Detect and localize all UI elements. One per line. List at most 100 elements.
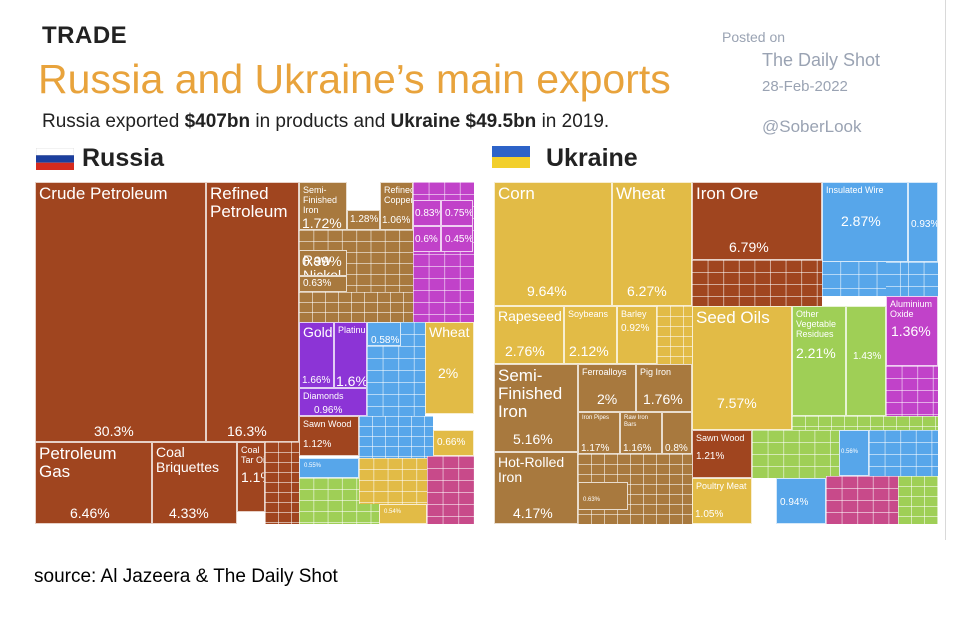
tile-value: 7.57% — [717, 395, 757, 411]
tile-value: 0.55% — [304, 463, 322, 469]
tile-value: 1.76% — [643, 391, 683, 407]
page-title: Russia and Ukraine’s main exports — [38, 56, 671, 102]
tile-value: 2.12% — [569, 343, 609, 359]
treemap-tile: Soybeans 2.12% — [564, 306, 617, 364]
kicker: TRADE — [42, 22, 128, 49]
tile-value: 0.63% — [303, 278, 332, 289]
tile-value: 0.92% — [621, 323, 650, 334]
minor-tiles-block — [299, 292, 425, 322]
tile-label: Coal Briquettes — [156, 444, 220, 475]
figure-frame — [945, 0, 946, 540]
tile-label: Gold — [303, 324, 333, 340]
subtitle: Russia exported $407bn in products and U… — [42, 111, 609, 133]
tile-label: Diamonds — [303, 391, 344, 401]
treemap-tile: 0.56% — [839, 430, 869, 476]
subtitle-part: in 2019. — [536, 111, 610, 132]
treemap-tile: Wheat 6.27% — [612, 182, 692, 306]
publisher: The Daily Shot — [762, 50, 881, 70]
treemap-tile: 1.43% — [846, 306, 886, 416]
tile-label: Rapeseed — [498, 308, 562, 324]
tile-value: 2% — [438, 365, 459, 381]
tile-value: 1.05% — [695, 509, 724, 520]
treemap-tile: 0.83% — [413, 200, 441, 226]
tile-value: 0.93% — [911, 219, 938, 230]
tile-value: 1.72% — [302, 215, 342, 230]
treemap-tile: Poultry Meat 1.05% — [692, 478, 752, 524]
treemap-tile: 0.63% — [299, 276, 347, 292]
subtitle-part: $407bn — [184, 111, 251, 132]
tile-label: Iron Ore — [696, 184, 759, 203]
treemap-tile: Crude Petroleum 30.3% — [35, 182, 206, 442]
tile-label: Corn — [498, 184, 535, 203]
treemap-tile: 0.45% — [441, 226, 473, 252]
tile-value: 2.87% — [841, 213, 881, 229]
tile-value: 16.3% — [227, 423, 267, 439]
treemap-tile: Sawn Wood 1.12% — [299, 416, 359, 456]
tile-value: 9.64% — [527, 283, 567, 299]
russia-treemap: Crude Petroleum 30.3% Refined Petroleum 16.… — [35, 182, 474, 524]
treemap-tile: Raw Nickel 0.99% — [299, 250, 347, 276]
tile-label: Refined Copper — [384, 185, 413, 205]
tile-value: 2% — [597, 391, 618, 407]
tile-value: 0.99% — [302, 253, 342, 269]
treemap-tile: 0.54% — [379, 504, 427, 524]
ukraine-treemap: Corn 9.64% Wheat 6.27% Iron Ore 6.79% Insulate… — [494, 182, 938, 524]
tile-value: 30.3% — [94, 423, 134, 439]
treemap-tile: Raw Iron Bars 1.16% — [620, 412, 662, 454]
tile-label: Petroleum Gas — [39, 444, 117, 481]
treemap-tile: Iron Ore 6.79% — [692, 182, 822, 260]
tile-label: Refined Petroleum — [210, 184, 288, 221]
treemap-tile: Barley 0.92% — [617, 306, 657, 364]
tile-label: Raw Nickel — [303, 252, 342, 276]
tile-label: Wheat — [429, 324, 470, 340]
treemap-tile: Iron Pipes 1.17% — [578, 412, 620, 454]
tile-value: 1.17% — [581, 443, 610, 454]
minor-tiles-block — [265, 442, 299, 524]
treemap-tile: Petroleum Gas 6.46% — [35, 442, 152, 524]
treemap-tile: Aluminium Oxide 1.36% — [886, 296, 938, 366]
treemap-tile: Semi-Finished Iron 5.16% — [494, 364, 578, 452]
tile-value: 0.94% — [780, 497, 809, 508]
minor-tiles-block — [359, 458, 427, 504]
treemap-tile: Wheat 2% — [425, 322, 474, 414]
subtitle-part: Ukraine — [390, 111, 461, 132]
post-date: 28-Feb-2022 — [762, 78, 848, 95]
tile-label: Ferroalloys — [582, 367, 627, 377]
tile-value: 4.17% — [513, 505, 553, 521]
tile-value: 1.43% — [853, 351, 882, 362]
subtitle-part: $49.5bn — [465, 111, 537, 132]
treemap-tile: Semi-Finished Iron 1.72% — [299, 182, 347, 230]
tile-value: 0.45% — [445, 234, 473, 245]
tile-value: 0.75% — [445, 208, 473, 219]
treemap-tile: Corn 9.64% — [494, 182, 612, 306]
minor-tiles-block — [792, 416, 938, 430]
source-note: source: Al Jazeera & The Daily Shot — [34, 566, 338, 587]
minor-tiles-block — [657, 306, 692, 364]
tile-label: Insulated Wire — [826, 185, 884, 195]
minor-tiles-block — [427, 456, 474, 524]
tile-label: Sawn Wood — [696, 433, 745, 443]
treemap-tile: Diamonds 0.96% — [299, 388, 367, 416]
minor-tiles-block — [359, 416, 433, 458]
tile-value: 0.58% — [371, 335, 400, 346]
treemap-tile: Hot-Rolled Iron 4.17% — [494, 452, 578, 524]
treemap-tile: Refined Copper 1.06% — [380, 182, 413, 230]
russia-label: Russia — [82, 144, 164, 172]
tile-label: Semi-Finished Iron — [303, 185, 338, 215]
tile-value: 1.66% — [302, 375, 331, 386]
russia-flag-icon — [36, 148, 74, 170]
tile-value: 0.66% — [437, 437, 466, 448]
tile-label: Sawn Wood — [303, 419, 352, 429]
treemap-tile: Other Vegetable Residues 2.21% — [792, 306, 846, 416]
tile-label: Pig Iron — [640, 367, 672, 377]
tile-value: 5.16% — [513, 431, 553, 447]
tile-value: 1.16% — [623, 443, 652, 454]
treemap-tile: Rapeseed 2.76% — [494, 306, 564, 364]
minor-tiles-block — [869, 430, 938, 476]
tile-label: Coal Tar Oil — [241, 445, 265, 465]
treemap-tile: Refined Petroleum 16.3% — [206, 182, 299, 442]
tile-label: Semi-Finished Iron — [498, 366, 563, 421]
tile-label: Other Vegetable Residues — [796, 309, 837, 339]
tile-value: 0.54% — [384, 509, 402, 515]
treemap-tile: 0.8% — [662, 412, 692, 454]
